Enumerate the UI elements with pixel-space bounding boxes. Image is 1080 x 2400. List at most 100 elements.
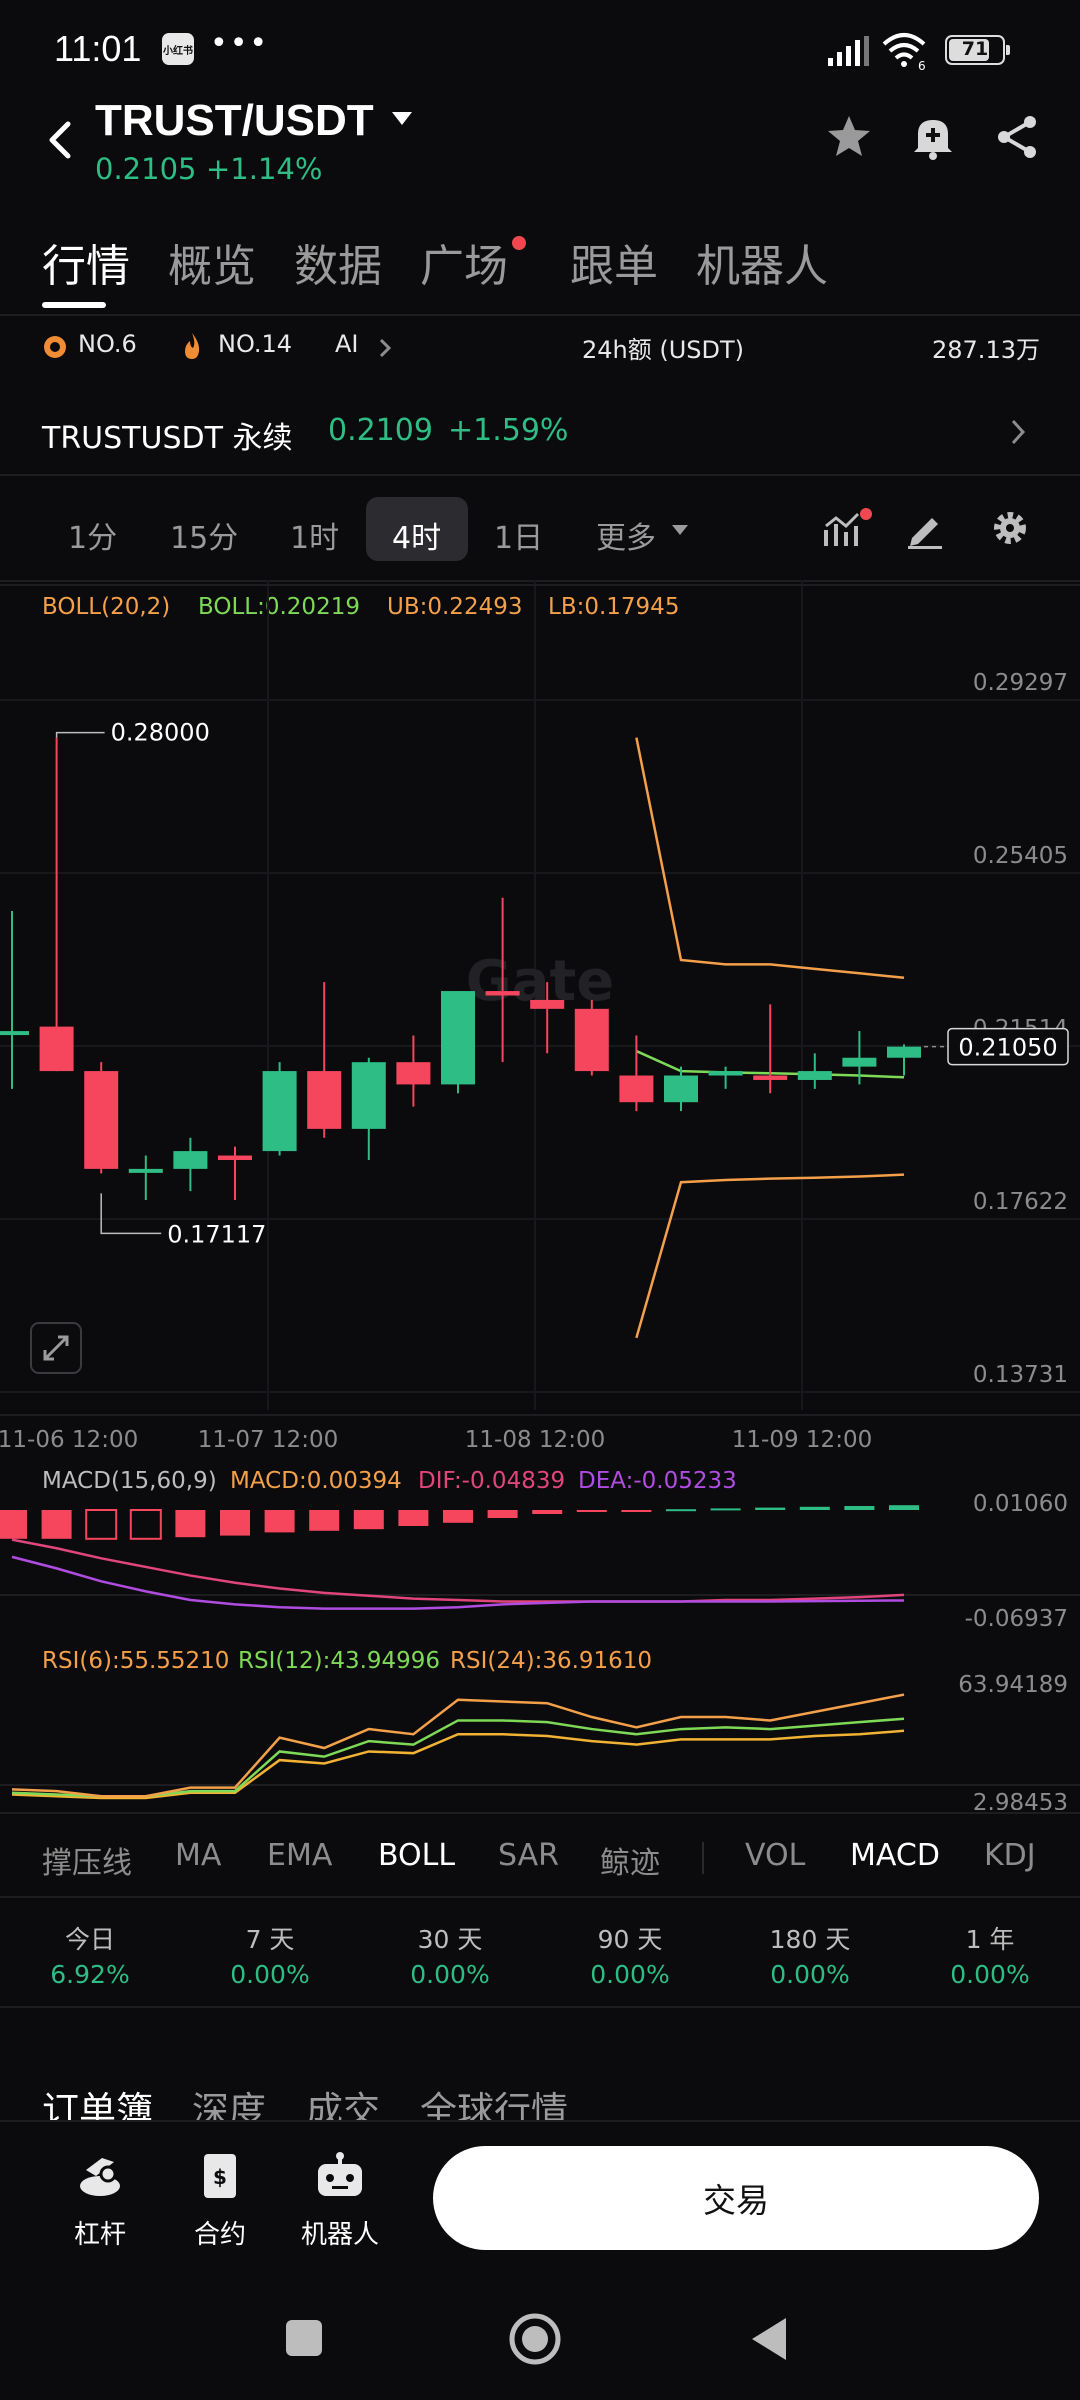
macd-histogram-bar	[666, 1509, 696, 1512]
indicator-whale[interactable]: 鲸迹	[600, 1846, 660, 1881]
chevron-right-icon[interactable]	[1010, 418, 1026, 446]
rsi24-value: RSI(24):36.91610	[450, 1648, 653, 1674]
macd-histogram-bar	[220, 1510, 250, 1536]
contract-icon: $	[204, 2154, 236, 2198]
settings-gear-icon[interactable]	[990, 508, 1030, 548]
perf-label-today: 今日	[64, 1925, 115, 1954]
tab-data[interactable]: 数据	[294, 241, 382, 292]
candle-body	[39, 1026, 74, 1072]
rank-badge[interactable]: NO.6	[78, 330, 137, 358]
hot-rank-badge[interactable]: NO.14	[218, 330, 293, 358]
macd-histogram-bar	[264, 1510, 295, 1533]
macd-histogram-bar	[710, 1508, 741, 1511]
divider	[0, 474, 1080, 476]
fullscreen-icon[interactable]	[30, 1322, 82, 1374]
leverage-button[interactable]: 杠杆	[50, 2148, 150, 2250]
perf-value-30d: 0.00%	[410, 1960, 490, 1989]
bell-add-icon[interactable]	[908, 112, 958, 162]
tab-market[interactable]: 行情	[42, 241, 130, 292]
back-arrow-icon[interactable]	[40, 118, 80, 162]
robot-button[interactable]: 机器人	[290, 2148, 390, 2250]
header-price: 0.2105	[95, 152, 197, 186]
candle-body	[396, 1062, 431, 1085]
perp-name[interactable]: TRUSTUSDT 永续	[42, 421, 293, 456]
perf-label-30d: 30 天	[417, 1925, 483, 1954]
active-tab-indicator	[42, 302, 106, 308]
perf-value-7d: 0.00%	[230, 1960, 310, 1989]
volume-value: 287.13万	[932, 336, 1040, 364]
chevron-right-icon[interactable]	[378, 337, 392, 359]
kline-chart[interactable]: Gate 0.292970.254050.215140.176220.13731…	[0, 580, 1080, 1810]
more-dropdown-icon[interactable]	[672, 525, 688, 535]
low-price-label: 0.17117	[167, 1220, 266, 1248]
boll-lb-value: LB:0.17945	[548, 594, 680, 620]
indicator-support[interactable]: 撑压线	[42, 1846, 132, 1881]
last-price-box	[947, 1027, 1069, 1066]
macd-histogram-bar	[799, 1506, 830, 1510]
interval-more[interactable]: 更多	[596, 521, 656, 556]
ai-link[interactable]: AI	[335, 330, 359, 358]
boll-upper-line	[635, 737, 905, 979]
interval-15m[interactable]: 15分	[170, 521, 239, 556]
divider	[0, 1812, 1080, 1814]
dea-value: DEA:-0.05233	[578, 1468, 737, 1494]
star-icon[interactable]	[824, 112, 874, 162]
candle-body	[797, 1071, 832, 1080]
pair-dropdown-icon[interactable]	[392, 112, 412, 125]
boll-mid-value: BOLL:0.20219	[198, 594, 360, 620]
indicator-ema[interactable]: EMA	[267, 1838, 333, 1873]
indicator-macd[interactable]: MACD	[850, 1838, 940, 1873]
interval-1m[interactable]: 1分	[68, 521, 118, 556]
indicator-sar[interactable]: SAR	[498, 1838, 559, 1873]
interval-4h[interactable]: 4时	[392, 521, 442, 556]
indicator-kdj[interactable]: KDJ	[984, 1838, 1036, 1873]
macd-value: MACD:0.00394	[230, 1468, 402, 1494]
x-tick-label: 11-08 12:00	[465, 1427, 605, 1453]
share-icon[interactable]	[992, 112, 1042, 162]
home-nav-icon[interactable]	[508, 2312, 562, 2366]
macd-y-tick: -0.06937	[965, 1606, 1068, 1632]
boll-ub-value: UB:0.22493	[387, 594, 523, 620]
tab-copytrade[interactable]: 跟单	[570, 241, 658, 292]
perf-value-90d: 0.00%	[590, 1960, 670, 1989]
rsi-y-tick: 63.94189	[958, 1672, 1068, 1698]
network-type-label: 6	[918, 59, 926, 70]
indicator-ma[interactable]: MA	[175, 1838, 222, 1873]
divider	[0, 314, 1080, 316]
y-tick-label: 0.25405	[973, 843, 1068, 869]
perp-change: +1.59%	[448, 413, 569, 448]
perf-label-1y: 1 年	[965, 1925, 1015, 1954]
candle-body	[708, 1071, 743, 1076]
more-notifications-icon: •••	[210, 26, 270, 61]
macd-histogram-bar	[353, 1510, 384, 1530]
draw-pen-icon[interactable]	[906, 510, 946, 550]
trade-button[interactable]: 交易	[433, 2146, 1039, 2250]
svg-text:$: $	[213, 2165, 227, 2189]
notification-dot	[512, 236, 526, 250]
recents-nav-icon[interactable]	[286, 2320, 322, 2356]
indicator-boll[interactable]: BOLL	[378, 1838, 456, 1873]
back-nav-icon[interactable]	[748, 2316, 790, 2362]
tab-square[interactable]: 广场	[420, 241, 508, 292]
pair-title[interactable]: TRUST/USDT	[95, 96, 374, 145]
interval-1h[interactable]: 1时	[290, 521, 340, 556]
tab-overview[interactable]: 概览	[168, 241, 256, 292]
boll-lower-line	[635, 1173, 905, 1339]
indicator-chart-icon[interactable]	[822, 506, 872, 550]
macd-y-tick: 0.01060	[973, 1491, 1068, 1517]
candle-body	[173, 1151, 208, 1169]
candle-body	[262, 1071, 297, 1152]
status-bar: 11:01 小红书 ••• 6 71	[0, 0, 1080, 100]
tab-bots[interactable]: 机器人	[696, 241, 828, 292]
candle-body	[530, 999, 565, 1009]
indicator-vol[interactable]: VOL	[745, 1838, 806, 1873]
contract-button[interactable]: $ 合约	[170, 2148, 270, 2250]
candle-body	[485, 991, 520, 996]
robot-label: 机器人	[300, 2220, 379, 2250]
dea-line	[11, 1555, 905, 1610]
low-marker-line	[100, 1193, 162, 1235]
interval-1d[interactable]: 1日	[494, 521, 544, 556]
leverage-icon	[80, 2158, 120, 2196]
active-interval-bg	[366, 497, 468, 561]
perf-label-180d: 180 天	[769, 1925, 851, 1954]
